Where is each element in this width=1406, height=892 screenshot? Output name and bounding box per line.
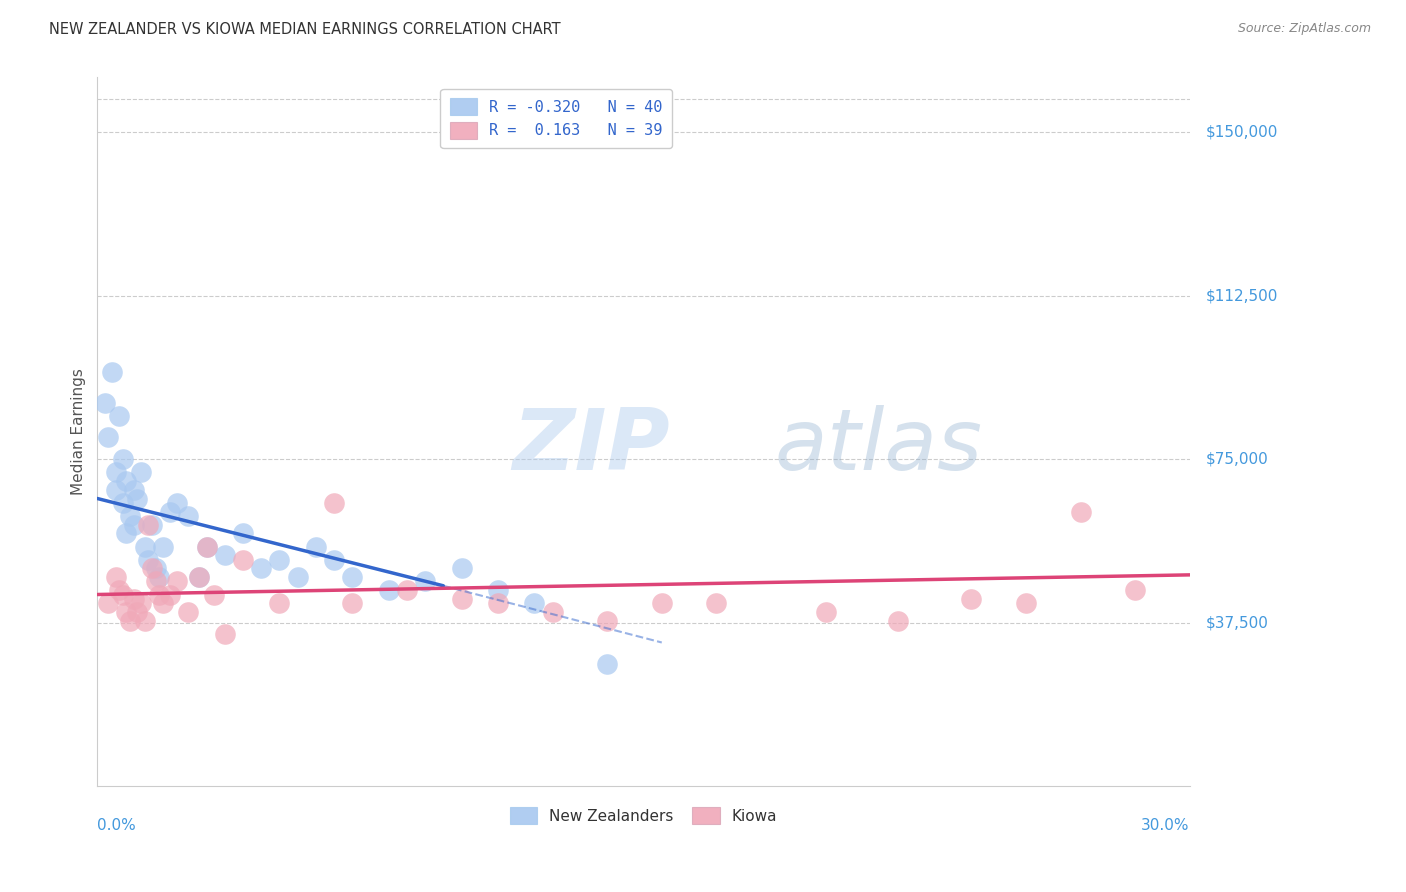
Point [129,596,152,610]
Point [523,596,546,610]
Point [97,596,120,610]
Point [120,614,142,628]
Point [269,596,291,610]
Point [166,574,188,589]
Point [596,614,619,628]
Point [250,561,273,575]
Point [111,496,134,510]
Point [413,574,436,589]
Point [136,552,159,566]
Point [115,526,138,541]
Point [486,583,509,598]
Point [188,570,211,584]
Point [148,570,170,584]
Text: 0.0%: 0.0% [97,818,136,833]
Point [101,365,124,379]
Y-axis label: Median Earnings: Median Earnings [72,368,86,495]
Point [887,614,910,628]
Point [104,570,127,584]
Point [1123,583,1146,598]
Point [195,540,218,554]
Text: $150,000: $150,000 [1206,125,1278,139]
Point [115,474,138,488]
Point [395,583,418,598]
Point [305,540,328,554]
Point [177,605,200,619]
Text: atlas: atlas [775,405,983,488]
Text: $112,500: $112,500 [1206,288,1278,303]
Point [269,552,291,566]
Point [111,452,134,467]
Point [159,505,181,519]
Point [1015,596,1038,610]
Point [136,517,159,532]
Point [377,583,399,598]
Point [111,587,134,601]
Point [108,409,131,423]
Point [104,466,127,480]
Point [450,561,472,575]
Point [651,596,673,610]
Point [486,596,509,610]
Text: Source: ZipAtlas.com: Source: ZipAtlas.com [1237,22,1371,36]
Point [342,596,364,610]
Point [108,583,131,598]
Point [706,596,728,610]
Point [122,517,145,532]
Point [122,483,145,497]
Point [134,614,156,628]
Point [195,540,218,554]
Point [232,526,254,541]
Point [214,627,236,641]
Text: NEW ZEALANDER VS KIOWA MEDIAN EARNINGS CORRELATION CHART: NEW ZEALANDER VS KIOWA MEDIAN EARNINGS C… [49,22,561,37]
Point [129,466,152,480]
Point [323,552,346,566]
Point [960,591,983,606]
Point [127,605,149,619]
Point [122,591,145,606]
Point [541,605,564,619]
Point [188,570,211,584]
Point [127,491,149,506]
Text: $75,000: $75,000 [1206,451,1270,467]
Point [148,587,170,601]
Text: $37,500: $37,500 [1206,615,1270,631]
Point [93,395,115,409]
Point [141,561,163,575]
Point [323,496,346,510]
Point [152,596,174,610]
Point [450,591,472,606]
Point [152,540,174,554]
Point [141,517,163,532]
Point [115,605,138,619]
Point [166,496,188,510]
Point [177,508,200,523]
Point [287,570,309,584]
Point [342,570,364,584]
Point [120,508,142,523]
Text: 30.0%: 30.0% [1142,818,1189,833]
Point [159,587,181,601]
Point [1070,505,1092,519]
Point [134,540,156,554]
Point [596,657,619,672]
Legend: New Zealanders, Kiowa: New Zealanders, Kiowa [502,799,785,832]
Point [814,605,837,619]
Point [104,483,127,497]
Point [202,587,225,601]
Point [97,430,120,444]
Point [214,548,236,562]
Point [232,552,254,566]
Point [145,561,167,575]
Text: ZIP: ZIP [512,405,671,488]
Point [145,574,167,589]
